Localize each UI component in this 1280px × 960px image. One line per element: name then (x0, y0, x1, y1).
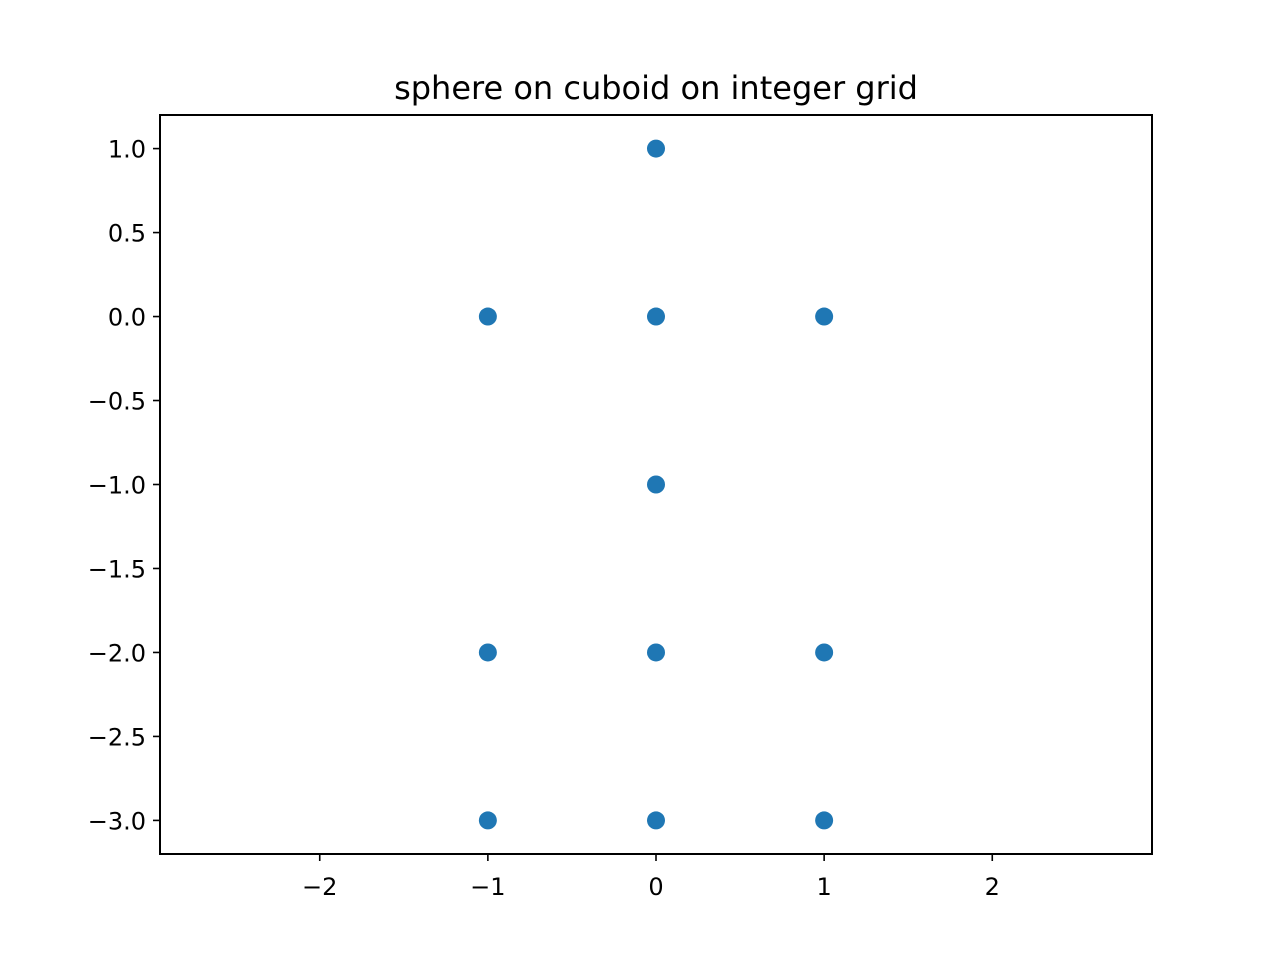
y-axis: 1.0 0.5 0.0 −0.5 −1.0 −1.5 −2.0 −2.5 −3.0 (88, 136, 160, 835)
scatter-point (647, 811, 665, 830)
scatter-point (647, 307, 665, 326)
scatter-point (815, 643, 834, 662)
x-tick-label: 2 (985, 873, 1000, 901)
scatter-point (478, 643, 497, 662)
y-tick-label: 1.0 (108, 136, 146, 164)
y-tick-label: −3.0 (88, 807, 146, 835)
scatter-point (647, 139, 665, 158)
scatter-point (815, 811, 834, 830)
data-points (478, 139, 834, 830)
y-tick-label: −1.5 (88, 555, 146, 583)
chart-title: sphere on cuboid on integer grid (394, 69, 918, 107)
x-tick-label: −1 (470, 873, 505, 901)
x-axis: −2 −1 0 1 2 (302, 854, 1000, 901)
y-tick-label: −1.0 (88, 472, 146, 500)
y-tick-label: −2.0 (88, 639, 146, 667)
y-tick-label: 0.0 (108, 304, 146, 332)
scatter-point (815, 307, 834, 326)
y-tick-label: −2.5 (88, 723, 146, 751)
x-tick-label: −2 (302, 873, 337, 901)
plot-frame (159, 114, 1153, 855)
y-tick-label: 0.5 (108, 220, 146, 248)
scatter-point (647, 643, 665, 662)
scatter-point (478, 811, 497, 830)
scatter-point (478, 307, 497, 326)
x-tick-label: 0 (648, 873, 663, 901)
x-tick-label: 1 (816, 873, 831, 901)
scatter-point (647, 475, 665, 494)
y-tick-label: −0.5 (88, 388, 146, 416)
